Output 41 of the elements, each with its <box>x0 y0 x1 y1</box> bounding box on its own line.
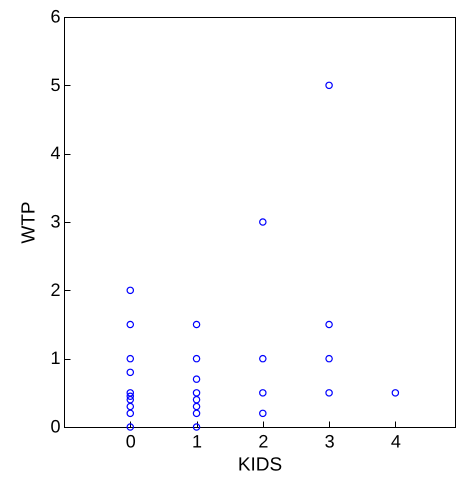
y-tick-label: 1 <box>50 348 60 368</box>
point <box>192 320 200 328</box>
point <box>325 82 333 90</box>
y-tick-label: 3 <box>50 212 60 232</box>
point <box>325 354 333 362</box>
point <box>126 410 134 418</box>
point <box>192 396 200 404</box>
y-tick-label: 6 <box>50 6 60 26</box>
point <box>126 392 134 400</box>
y-axis-title: WTP <box>18 201 40 244</box>
point <box>126 389 134 397</box>
point <box>192 389 200 397</box>
x-axis-title: KIDS <box>238 454 282 476</box>
point <box>259 354 267 362</box>
point <box>192 375 200 383</box>
point <box>325 320 333 328</box>
point <box>126 286 134 294</box>
point <box>392 389 400 397</box>
x-tick-label: 0 <box>126 432 136 452</box>
point <box>192 410 200 418</box>
point <box>325 389 333 397</box>
point <box>192 354 200 362</box>
point <box>126 368 134 376</box>
y-tick-label: 2 <box>50 280 60 300</box>
point <box>126 402 134 410</box>
point <box>259 218 267 226</box>
point <box>259 389 267 397</box>
point <box>126 423 134 431</box>
x-tick-label: 3 <box>324 432 335 452</box>
point <box>259 410 267 418</box>
y-tick-label: 5 <box>50 74 60 95</box>
x-tick-label: 4 <box>390 432 401 452</box>
point <box>126 354 134 362</box>
x-tick-label: 1 <box>192 432 202 452</box>
y-tick-label: 0 <box>50 416 60 436</box>
y-tick-label: 4 <box>50 143 60 164</box>
point <box>192 402 200 410</box>
point <box>126 396 134 404</box>
point <box>192 423 200 431</box>
point <box>126 320 134 328</box>
x-tick-label: 2 <box>258 432 268 452</box>
